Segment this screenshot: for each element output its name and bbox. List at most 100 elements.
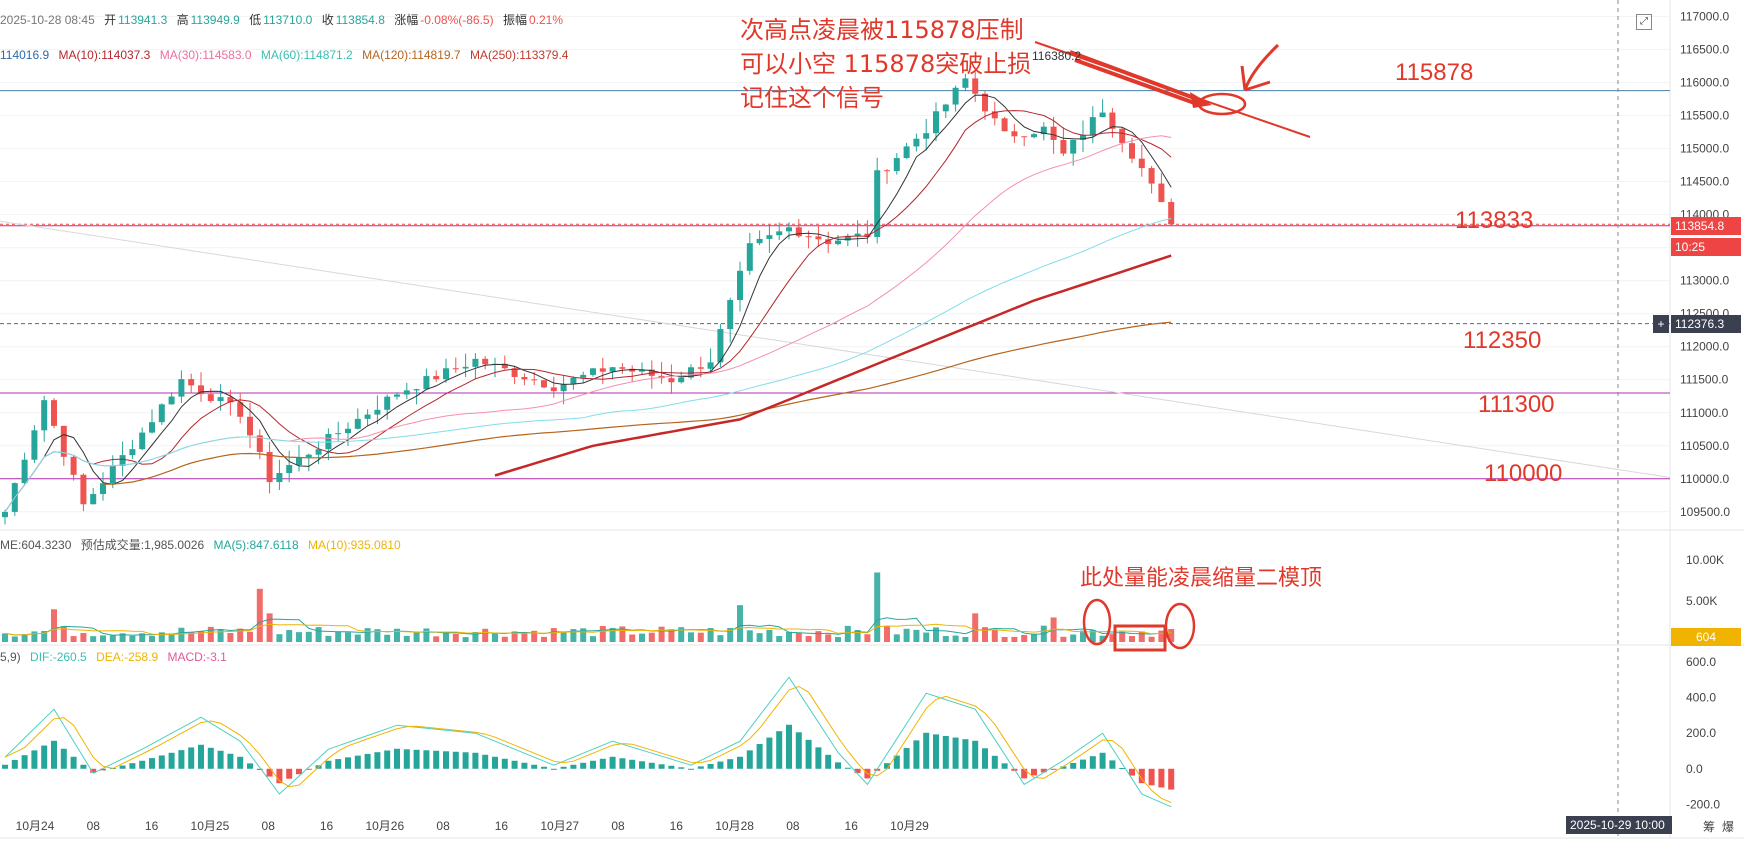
candle-body bbox=[335, 433, 342, 435]
candle-body bbox=[286, 465, 293, 474]
candle-body bbox=[60, 425, 67, 457]
macd-bar bbox=[384, 750, 391, 769]
high-value: 113949.9 bbox=[190, 13, 240, 27]
ohlc-info-row: 2025-10-28 08:45 开 113941.3 高 113949.9 低 11… bbox=[0, 11, 569, 28]
volume-bar bbox=[805, 636, 812, 642]
macd-bar bbox=[482, 754, 489, 769]
volume-info-row: ME:604.3230 预估成交量:1,985.0026 MA(5):847.6… bbox=[0, 536, 407, 553]
ma5-value: 114016.9 bbox=[0, 48, 50, 62]
volume-bar bbox=[158, 632, 165, 642]
peak-price-label: 116380.2 bbox=[1032, 49, 1082, 63]
candle-body bbox=[639, 369, 645, 372]
candle-body bbox=[345, 428, 351, 434]
candle-body bbox=[256, 435, 263, 452]
price-tick-label: 110000.0 bbox=[1680, 472, 1729, 486]
change-label: 涨幅 bbox=[394, 13, 419, 27]
current-price-tag: 113854.8 bbox=[1671, 217, 1741, 235]
crosshair-add-button[interactable]: + bbox=[1653, 315, 1669, 333]
price-tick-label: 109500.0 bbox=[1680, 505, 1730, 519]
candle-body bbox=[21, 459, 28, 484]
dif-line bbox=[4, 676, 1172, 808]
volume-bar bbox=[1119, 631, 1126, 642]
candle-body bbox=[51, 400, 57, 426]
volume-bar bbox=[139, 633, 146, 642]
macd-bar bbox=[668, 765, 675, 769]
countdown-tag: 10:25 bbox=[1671, 238, 1741, 256]
macd-bar bbox=[217, 750, 224, 769]
volume-bar bbox=[776, 636, 783, 642]
macd-bar bbox=[286, 768, 293, 779]
time-tick-label: 16 bbox=[320, 819, 334, 833]
macd-bar bbox=[511, 760, 518, 769]
corner-left-label[interactable]: 筹 bbox=[1703, 820, 1716, 834]
candle-body bbox=[1119, 128, 1126, 144]
volume-bar bbox=[149, 635, 155, 642]
volume-bar bbox=[923, 632, 930, 642]
volume-bars bbox=[2, 572, 1175, 642]
candle-body bbox=[1011, 131, 1018, 137]
time-tick-label: 08 bbox=[262, 819, 276, 833]
volume-bar bbox=[786, 631, 792, 642]
time-tick-label: 16 bbox=[670, 819, 684, 833]
macd-bar bbox=[737, 756, 743, 769]
annotation-arrow-shaft bbox=[1069, 50, 1206, 107]
macd-bar bbox=[1031, 768, 1037, 776]
open-value: 113941.3 bbox=[118, 13, 168, 27]
candle-body bbox=[129, 449, 136, 456]
candle-body bbox=[207, 394, 214, 402]
macd-bar bbox=[2, 764, 8, 769]
volume-bar bbox=[648, 632, 655, 642]
macd-bar bbox=[149, 758, 155, 769]
close-value: 113854.8 bbox=[335, 13, 385, 27]
macd-tick-label: 200.0 bbox=[1686, 726, 1716, 740]
candle-body bbox=[923, 133, 930, 139]
volume-bar bbox=[619, 626, 626, 642]
macd-bar bbox=[903, 747, 910, 769]
corner-right-label[interactable]: 爆 bbox=[1722, 820, 1735, 834]
candle-body bbox=[266, 451, 273, 483]
candle-body bbox=[874, 170, 881, 237]
macd-bar bbox=[835, 762, 841, 769]
macd-bar bbox=[805, 739, 812, 769]
candle-body bbox=[472, 358, 479, 367]
volume-bar bbox=[1099, 635, 1106, 642]
macd-bar bbox=[580, 762, 587, 769]
macd-bar bbox=[629, 759, 636, 769]
candle-body bbox=[609, 367, 616, 372]
candle-body bbox=[795, 227, 802, 237]
candle-body bbox=[570, 377, 577, 384]
time-tick-label: 08 bbox=[786, 819, 800, 833]
candle-body bbox=[1031, 134, 1037, 138]
volume-bar bbox=[560, 632, 567, 642]
candle-body bbox=[354, 418, 361, 429]
macd-bar bbox=[717, 761, 724, 769]
candle-body bbox=[501, 363, 508, 369]
time-tick-label: 10月24 bbox=[16, 819, 55, 833]
candle-body bbox=[403, 390, 410, 395]
candle-body bbox=[864, 233, 871, 237]
candle-body bbox=[580, 374, 587, 378]
ma250-line bbox=[494, 254, 1172, 477]
volume-bar bbox=[1109, 634, 1116, 642]
volume-bar bbox=[795, 632, 802, 642]
candle-body bbox=[825, 239, 832, 245]
ma10-value: MA(10):114037.3 bbox=[58, 48, 151, 62]
volume-bar bbox=[413, 631, 420, 642]
candle-body bbox=[100, 483, 106, 495]
macd-bar bbox=[462, 752, 469, 769]
candle-body bbox=[1148, 168, 1155, 184]
macd-bar bbox=[51, 740, 57, 769]
volume-bar bbox=[41, 630, 48, 642]
candle-body bbox=[521, 376, 528, 380]
expand-icon[interactable]: ⤢ bbox=[1636, 14, 1652, 30]
candle-body bbox=[237, 402, 244, 417]
macd-bar bbox=[452, 751, 459, 769]
candle-body bbox=[903, 146, 910, 159]
macd-bar bbox=[443, 751, 449, 769]
low-value: 113710.0 bbox=[263, 13, 313, 27]
macd-bar bbox=[296, 768, 302, 775]
price-tick-label: 116500.0 bbox=[1680, 43, 1729, 57]
candle-body bbox=[805, 236, 812, 238]
volume-bar bbox=[972, 613, 979, 642]
macd-bar bbox=[1050, 768, 1057, 770]
